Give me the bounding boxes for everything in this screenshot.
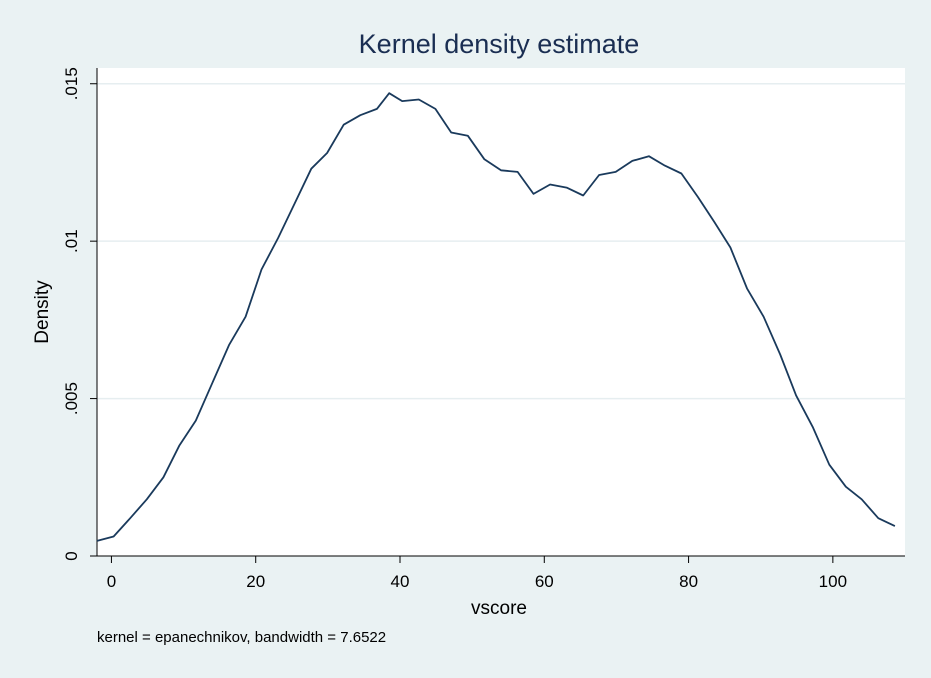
- x-tick-label: 80: [679, 572, 698, 591]
- density-line: [96, 92, 896, 542]
- x-tick-label: 60: [535, 572, 554, 591]
- series-layer: [96, 92, 896, 542]
- y-axis-label: Density: [32, 280, 53, 344]
- y-tick-label: .005: [62, 382, 81, 415]
- y-axis-ticks: 0 .005 .01 .015: [62, 67, 97, 561]
- x-tick-label: 100: [819, 572, 847, 591]
- chart-note: kernel = epanechnikov, bandwidth = 7.652…: [97, 629, 386, 646]
- chart-title: Kernel density estimate: [359, 29, 640, 59]
- x-tick-label: 40: [391, 572, 410, 591]
- x-tick-label: 0: [107, 572, 116, 591]
- x-axis-label: vscore: [471, 598, 527, 619]
- x-tick-label: 20: [246, 572, 265, 591]
- y-tick-label: .015: [62, 67, 81, 100]
- y-tick-label: 0: [62, 551, 81, 560]
- plot-area: [97, 68, 905, 556]
- grid-layer: [97, 82, 905, 400]
- x-axis-ticks: 0 20 40 60 80 100: [107, 556, 847, 591]
- y-tick-label: .01: [62, 229, 81, 253]
